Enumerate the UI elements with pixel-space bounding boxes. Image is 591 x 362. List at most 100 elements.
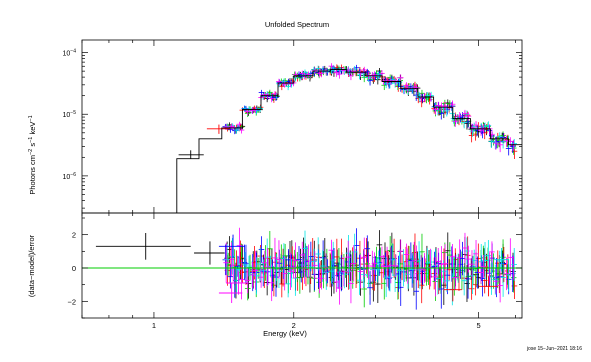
residual-data-point: [315, 237, 321, 271]
model-step-line: [176, 69, 522, 213]
y-tick-exponent: −6: [70, 172, 76, 178]
residual-data-point: [473, 239, 479, 268]
residual-data-point: [397, 239, 404, 263]
spectrum-data-point: [497, 139, 503, 153]
x-tick-label: 2: [292, 321, 296, 330]
residual-data-point: [249, 261, 256, 289]
residual-notable-point: [443, 278, 462, 302]
spectrum-data-point: [348, 71, 354, 81]
residual-data-point: [227, 264, 234, 289]
residual-data-point: [281, 243, 287, 275]
residual-data-point: [336, 247, 342, 281]
residual-data-point: [478, 261, 484, 284]
residual-data-point: [265, 258, 271, 286]
spectrum-data-point: [473, 121, 479, 130]
residual-data-point: [497, 268, 503, 303]
spectrum-data-point: [292, 71, 299, 78]
residual-data-point: [468, 277, 475, 300]
spectrum-data-point: [287, 80, 294, 88]
top-y-axis-label: Photons cm−2 s−1 keV−1: [28, 115, 37, 194]
spectrum-data-point: [236, 121, 243, 127]
residual-data-point: [235, 255, 241, 277]
residual-data-point: [348, 263, 354, 304]
y-tick-label: 10−4: [63, 49, 77, 58]
residual-data-point: [384, 246, 390, 287]
residual-data-point: [308, 241, 314, 272]
residual-data-point: [253, 257, 260, 295]
residual-data-point: [331, 247, 337, 283]
spectrum-data-point: [428, 91, 434, 100]
residual-data-point: [357, 254, 364, 289]
residual-y-tick-label: 0: [72, 264, 76, 273]
spectrum-data-point: [285, 82, 291, 91]
residual-data-point: [364, 235, 371, 263]
residual-data-point: [461, 266, 467, 296]
residual-data-point: [485, 240, 492, 272]
spectrum-data-point: [268, 95, 275, 103]
spectrum-data-point: [278, 82, 285, 91]
residual-data-point: [459, 241, 466, 276]
residual-axes: 1 2 5 2 0 −2: [67, 212, 523, 330]
spectrum-data-point: [311, 66, 317, 74]
residual-data-point: [336, 271, 343, 305]
spectrum-data-point: [249, 107, 256, 114]
residual-data-point: [361, 237, 368, 277]
residual-data-point: [229, 238, 236, 275]
residual-data-point: [258, 236, 265, 263]
residual-data-point: [292, 242, 299, 279]
spectrum-data-point: [328, 63, 335, 70]
spectrum-data-point: [411, 83, 418, 92]
spectrum-data-point: [435, 101, 442, 110]
residual-data-point: [236, 256, 242, 283]
residual-panel: 1 2 5 2 0 −2: [67, 212, 523, 330]
residual-data-point: [435, 252, 442, 275]
residual-data-point: [257, 247, 264, 281]
residual-data-point: [244, 267, 251, 294]
residual-data-point: [319, 250, 326, 282]
residual-data-point: [280, 255, 287, 279]
spectrum-data-point: [492, 137, 499, 150]
spectrum-data-point: [511, 138, 518, 150]
residual-y-tick-label: −2: [67, 297, 76, 306]
residual-data-point: [503, 257, 510, 291]
spectrum-data-point: [443, 106, 450, 117]
footer-timestamp: jose 15−Jun−2021 18:16: [526, 346, 582, 352]
residual-data-point: [435, 248, 442, 275]
residual-data-point: [403, 243, 410, 266]
residual-data-point: [350, 245, 357, 282]
residual-data-point: [351, 233, 358, 271]
ylabel-exp-cm: −2: [28, 149, 34, 155]
residual-y-tick-label: 2: [72, 231, 76, 240]
residual-data-point: [444, 256, 451, 295]
residual-data-point: [424, 248, 431, 278]
x-axis-label: Energy (keV): [263, 329, 307, 338]
residual-data-point: [374, 265, 381, 304]
residual-data-point: [442, 244, 448, 284]
spectrum-data-point: [261, 91, 268, 98]
residual-data-point: [341, 257, 347, 287]
residual-data-point: [302, 230, 308, 267]
spectrum-data-point: [449, 108, 456, 121]
residual-data-point: [496, 263, 502, 284]
ylabel-exp-kev: −1: [28, 115, 34, 121]
residual-data-point: [432, 257, 439, 297]
residual-data-point: [246, 255, 252, 277]
residual-data-point: [276, 240, 282, 279]
spectrum-data-point: [305, 71, 312, 78]
residual-data-point: [456, 239, 463, 277]
residual-data-point: [305, 244, 312, 278]
residual-data-point: [323, 253, 329, 282]
ylabel-exp-s: −1: [28, 137, 34, 143]
residual-data-point: [417, 251, 423, 289]
residual-notable-point: [218, 234, 245, 258]
x-tick-label: 1: [152, 321, 156, 330]
residual-y-axis-label: (data−model)/error: [27, 234, 36, 297]
spectrum-data-point: [333, 69, 340, 77]
residual-data-point: [367, 270, 373, 305]
residual-data-point: [449, 243, 456, 269]
spectrum-data-point: [401, 85, 407, 95]
spectrum-data-point: [350, 68, 357, 75]
residual-data-layer: [82, 227, 522, 310]
residual-data-point: [511, 248, 518, 281]
